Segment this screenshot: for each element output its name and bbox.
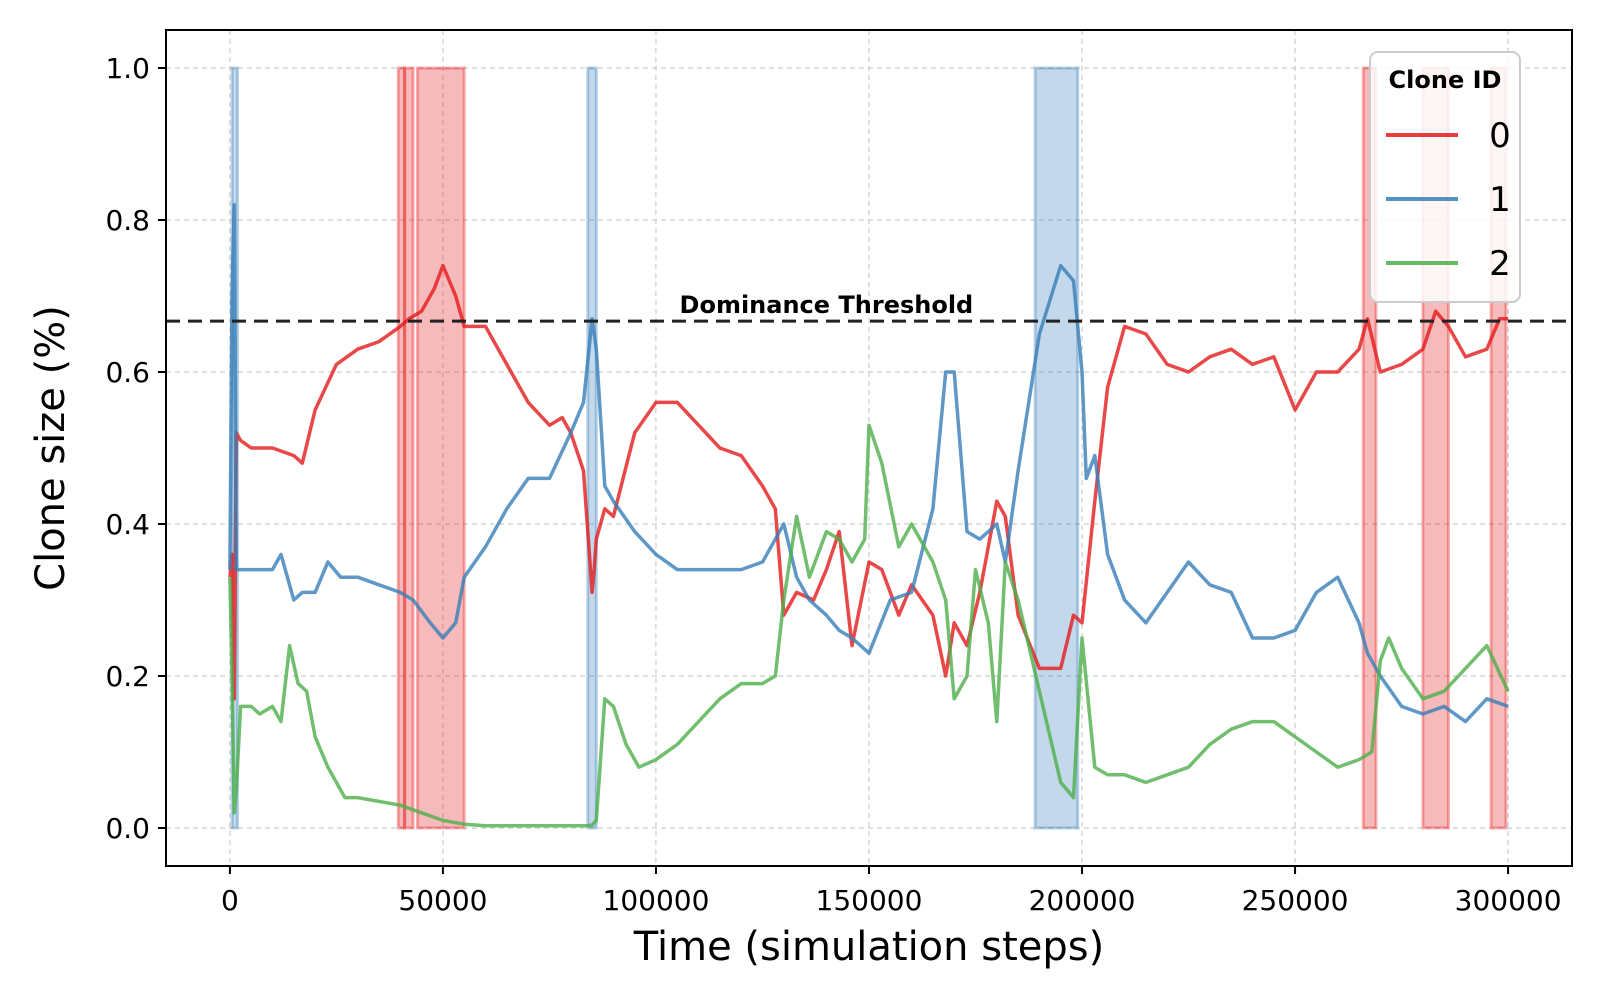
y-axis-title: Clone size (%) bbox=[28, 305, 74, 591]
y-tick-label: 0.0 bbox=[105, 812, 150, 845]
dominance-span-clone-0 bbox=[396, 66, 407, 830]
x-axis-title: Time (simulation steps) bbox=[633, 924, 1104, 970]
legend-box bbox=[1369, 51, 1521, 303]
x-tick-label: 300000 bbox=[1455, 884, 1562, 917]
legend: Clone ID 0 1 2 bbox=[1369, 51, 1521, 303]
y-axis: 0.0 0.2 0.4 0.6 0.8 1.0 bbox=[105, 52, 166, 845]
series-line-clone-0 bbox=[228, 263, 1509, 701]
y-tick-label: 1.0 bbox=[105, 52, 150, 85]
dominance-span-clone-1 bbox=[586, 66, 598, 830]
series-lines bbox=[228, 203, 1510, 828]
dominance-span-clone-0 bbox=[415, 66, 466, 830]
x-tick-label: 250000 bbox=[1242, 884, 1349, 917]
x-tick-label: 0 bbox=[221, 884, 239, 917]
legend-label-clone-2: 2 bbox=[1489, 244, 1511, 284]
x-tick-label: 200000 bbox=[1029, 884, 1136, 917]
legend-label-clone-0: 0 bbox=[1489, 116, 1511, 156]
legend-label-clone-1: 1 bbox=[1489, 180, 1511, 220]
dominance-span-clone-0 bbox=[403, 66, 415, 830]
x-tick-label: 100000 bbox=[603, 884, 710, 917]
y-tick-label: 0.8 bbox=[105, 204, 150, 237]
x-tick-label: 150000 bbox=[816, 884, 923, 917]
series-line-clone-1 bbox=[228, 203, 1509, 724]
threshold-label: Dominance Threshold bbox=[680, 291, 974, 319]
x-tick-label: 50000 bbox=[398, 884, 487, 917]
y-tick-label: 0.2 bbox=[105, 660, 150, 693]
grid bbox=[166, 30, 1572, 866]
y-tick-label: 0.6 bbox=[105, 356, 150, 389]
y-tick-label: 0.4 bbox=[105, 508, 150, 541]
dominance-span-clone-1 bbox=[1033, 66, 1080, 830]
series-line-clone-2 bbox=[228, 423, 1510, 828]
legend-title: Clone ID bbox=[1389, 66, 1502, 94]
threshold-line-group: Dominance Threshold bbox=[166, 291, 1572, 323]
x-axis: 0 50000 100000 150000 200000 250000 300000 bbox=[221, 866, 1562, 917]
